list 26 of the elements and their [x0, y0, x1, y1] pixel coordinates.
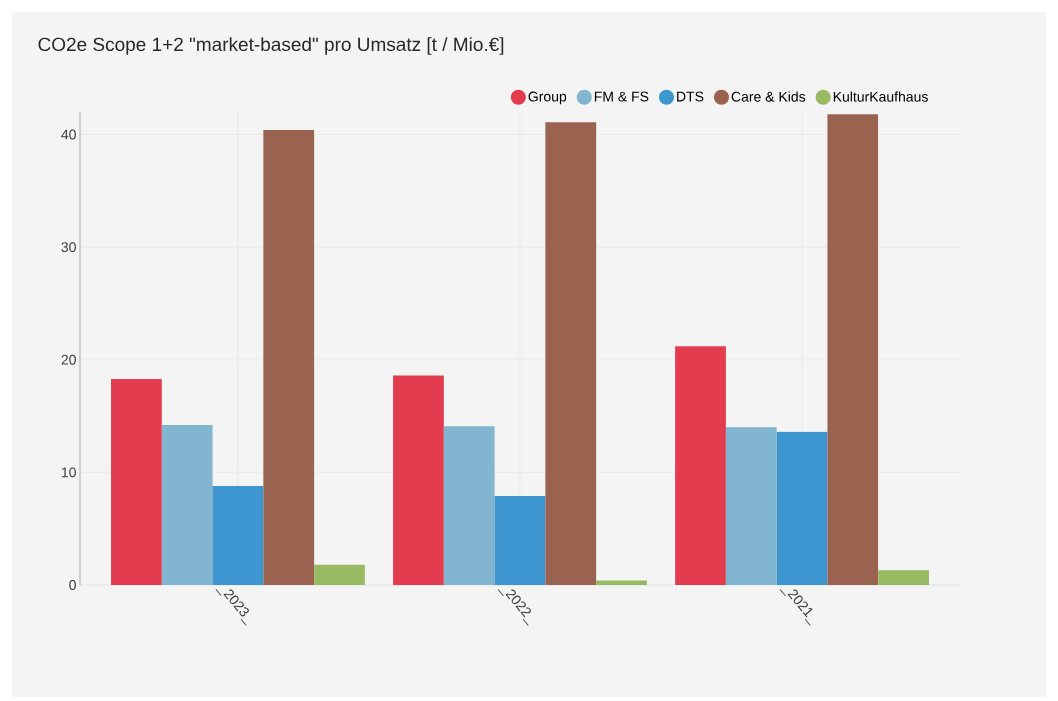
bar [494, 496, 546, 585]
bar [443, 426, 495, 585]
y-tick-label: 0 [69, 580, 76, 590]
bar [545, 122, 597, 585]
bar [314, 564, 365, 585]
chart-title: CO2e Scope 1+2 "market-based" pro Umsatz [t / Mio.€] [38, 37, 504, 55]
bar [393, 375, 444, 585]
bar [161, 425, 213, 585]
y-tick-label: 10 [61, 467, 76, 478]
bar [725, 427, 777, 585]
bar [776, 431, 828, 585]
legend-label: DTS [677, 91, 704, 102]
legend-label: FM & FS [594, 91, 649, 102]
bar [111, 378, 162, 585]
bar [596, 580, 647, 585]
bar [263, 130, 315, 585]
bar [675, 346, 726, 585]
bar [212, 485, 264, 585]
y-tick-label: 20 [61, 354, 76, 365]
legend-label: Group [528, 91, 567, 105]
bar [878, 570, 929, 585]
y-tick-label: 30 [61, 242, 76, 253]
y-tick-label: 40 [61, 129, 76, 140]
legend-label: KulturKaufhaus [833, 91, 928, 102]
bar [827, 114, 879, 585]
legend-label: Care & Kids [731, 91, 806, 102]
